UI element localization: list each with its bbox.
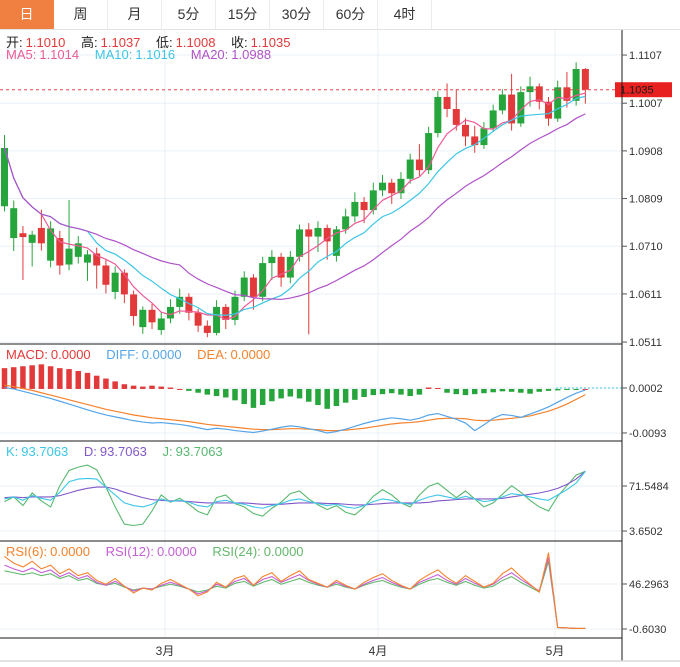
current-price-line: 1.1035 xyxy=(0,82,672,98)
svg-text:5月: 5月 xyxy=(546,644,565,658)
time-axis-labels: 3月 4月 5月 xyxy=(156,644,565,658)
d-label: D: xyxy=(83,444,97,459)
svg-text:1.0908: 1.0908 xyxy=(629,146,663,158)
ma20-value: 1.0988 xyxy=(231,47,272,62)
k-label: K: xyxy=(6,444,19,459)
dea-label: DEA: xyxy=(197,347,228,362)
ma20-label: MA20: xyxy=(190,47,229,62)
diff-value: 0.0000 xyxy=(141,347,182,362)
macd-label: MACD: xyxy=(6,347,48,362)
ma5-value: 1.1014 xyxy=(39,47,80,62)
k-value: 93.7063 xyxy=(21,444,69,459)
svg-text:1.0809: 1.0809 xyxy=(629,194,663,206)
tab-daily[interactable]: 日 xyxy=(0,0,54,29)
high-value: 1.1037 xyxy=(100,35,141,50)
period-tab-bar: 日 周 月 5分 15分 30分 60分 4时 xyxy=(0,0,680,30)
j-label: J: xyxy=(162,444,173,459)
close-value: 1.1035 xyxy=(250,35,291,50)
low-value: 1.1008 xyxy=(175,35,216,50)
rsi-panel xyxy=(4,552,586,629)
rsi24-value: 0.0000 xyxy=(263,544,304,559)
rsi6-label: RSI(6): xyxy=(6,544,48,559)
tab-monthly[interactable]: 月 xyxy=(108,0,162,29)
ohlc-legend: 开: 1.1010 高: 1.1037 低: 1.1008 收: 1.1035 xyxy=(6,32,302,51)
macd-panel xyxy=(1,364,622,434)
rsi6-value: 0.0000 xyxy=(50,544,90,559)
tab-60min[interactable]: 60分 xyxy=(324,0,378,29)
ma-lines xyxy=(3,92,586,321)
macd-legend: MACD: 0.0000 DIFF: 0.0000 DEA: 0.0000 xyxy=(6,347,282,362)
svg-text:71.5484: 71.5484 xyxy=(629,481,669,493)
svg-text:1.0611: 1.0611 xyxy=(629,289,662,301)
tab-15min[interactable]: 15分 xyxy=(216,0,270,29)
kdj-panel xyxy=(4,464,586,527)
close-label: 收: xyxy=(231,35,248,50)
current-price-tag-text: 1.1035 xyxy=(620,85,654,97)
candles-layer xyxy=(1,62,589,338)
rsi12-value: 0.0000 xyxy=(156,544,197,559)
svg-text:46.2963: 46.2963 xyxy=(629,579,669,591)
ma10-value: 1.1016 xyxy=(135,47,176,62)
ma-legend: MA5: 1.1014 MA10: 1.1016 MA20: 1.0988 xyxy=(6,47,283,62)
svg-text:-0.0093: -0.0093 xyxy=(629,428,666,440)
macd-value: 0.0000 xyxy=(50,347,91,362)
d-value: 93.7063 xyxy=(99,444,147,459)
tab-weekly[interactable]: 周 xyxy=(54,0,108,29)
dea-value: 0.0000 xyxy=(230,347,271,362)
svg-text:3.6502: 3.6502 xyxy=(629,526,663,538)
kdj-legend: K: 93.7063 D: 93.7063 J: 93.7063 xyxy=(6,444,235,459)
svg-text:1.1107: 1.1107 xyxy=(629,50,662,62)
svg-text:0.0002: 0.0002 xyxy=(629,383,663,395)
ma10-label: MA10: xyxy=(94,47,133,62)
open-value: 1.1010 xyxy=(25,35,66,50)
rsi24-label: RSI(24): xyxy=(212,544,261,559)
svg-text:-0.6030: -0.6030 xyxy=(629,624,666,636)
svg-text:4月: 4月 xyxy=(369,644,388,658)
low-label: 低: xyxy=(156,35,173,50)
rsi12-label: RSI(12): xyxy=(105,544,154,559)
svg-text:1.1007: 1.1007 xyxy=(629,98,663,110)
svg-text:1.0511: 1.0511 xyxy=(629,337,662,349)
rsi-legend: RSI(6): 0.0000 RSI(12): 0.0000 RSI(24): 0.0… xyxy=(6,544,316,559)
current-price-tag xyxy=(615,82,672,98)
price-axis-labels: 1.1107 1.1007 1.0908 1.0809 1.0710 1.0611 1.05… xyxy=(622,50,669,636)
ma5-label: MA5: xyxy=(6,47,37,62)
high-label: 高: xyxy=(81,35,98,50)
diff-label: DIFF: xyxy=(106,347,139,362)
tab-30min[interactable]: 30分 xyxy=(270,0,324,29)
svg-text:1.0710: 1.0710 xyxy=(629,241,663,253)
tab-5min[interactable]: 5分 xyxy=(162,0,216,29)
panel-borders xyxy=(0,30,680,662)
svg-text:3月: 3月 xyxy=(156,644,175,658)
tab-4hour[interactable]: 4时 xyxy=(378,0,432,29)
open-label: 开: xyxy=(6,35,23,50)
j-value: 93.7063 xyxy=(175,444,223,459)
